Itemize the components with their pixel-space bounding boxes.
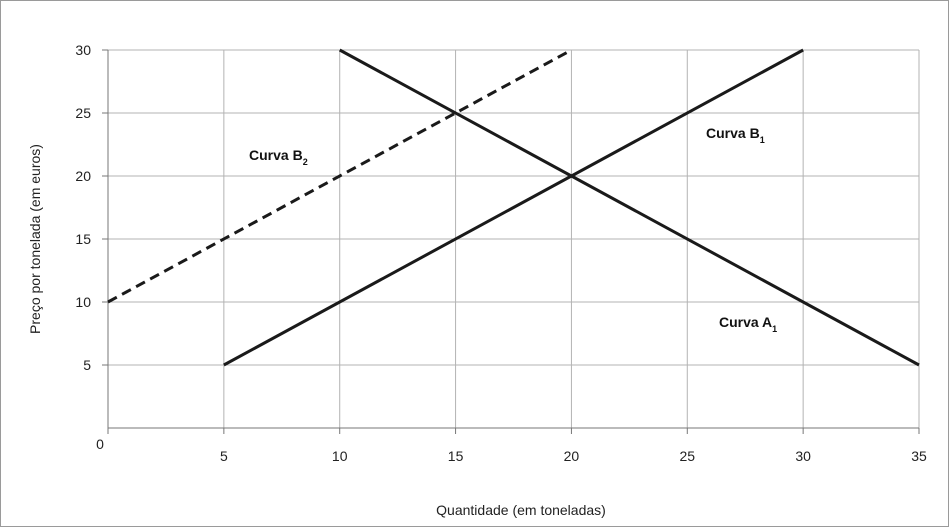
series-line-curva-a1	[338, 48, 920, 367]
x-tick-label: 0	[96, 436, 104, 452]
label-curva-b1: Curva B1	[706, 125, 765, 145]
axes	[107, 50, 919, 429]
x-tick-label: 35	[911, 448, 927, 464]
label-curva-a1: Curva A1	[719, 314, 777, 334]
y-axis-title: Preço por tonelada (em euros)	[27, 144, 43, 334]
y-tick-label: 25	[75, 105, 91, 121]
series-line-curva-b1	[223, 48, 804, 367]
y-tick-label: 30	[75, 42, 91, 58]
series-line-curva-b2	[107, 48, 573, 304]
y-tick-label: 10	[75, 294, 91, 310]
x-tick-label: 5	[220, 448, 228, 464]
label-curva-b2: Curva B2	[249, 147, 308, 167]
tick-labels: 0 5 10 15 20 25 30 35 5 10 15 20 25 30	[75, 42, 927, 464]
y-tick-label: 15	[75, 231, 91, 247]
x-tick-label: 15	[448, 448, 464, 464]
y-tick-label: 5	[83, 357, 91, 373]
x-axis-title: Quantidade (em toneladas)	[436, 502, 606, 518]
series-group	[107, 48, 920, 367]
x-tick-label: 30	[795, 448, 811, 464]
x-tick-label: 25	[679, 448, 695, 464]
x-tick-label: 10	[332, 448, 348, 464]
grid	[102, 49, 920, 434]
x-tick-label: 20	[564, 448, 580, 464]
y-tick-label: 20	[75, 168, 91, 184]
